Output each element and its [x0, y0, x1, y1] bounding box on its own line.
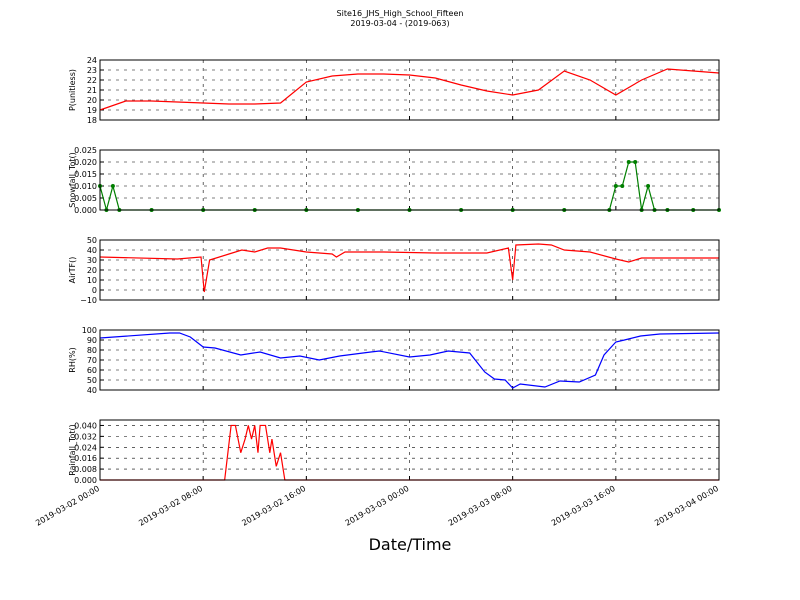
- y-tick-label: 22: [87, 76, 97, 85]
- y-tick-label: 90: [87, 336, 97, 345]
- x-tick-label: 2019-03-02 00:00: [34, 484, 101, 528]
- x-tick-label: 2019-03-04 00:00: [653, 484, 720, 528]
- y-tick-label: 0.032: [74, 432, 97, 441]
- y-tick-label: 0.000: [74, 206, 97, 215]
- y-tick-label: 21: [87, 86, 97, 95]
- y-axis-label: Rainfall_Tot(): [68, 424, 77, 476]
- y-tick-label: 40: [87, 386, 97, 395]
- y-axis-label: RH(%): [68, 347, 77, 372]
- axes-frame: [99, 419, 720, 481]
- y-tick-label: 0: [92, 286, 97, 295]
- data-line: [99, 243, 719, 293]
- y-tick-label: 18: [87, 116, 97, 125]
- data-point: [633, 160, 638, 164]
- y-tick-label: 0.000: [74, 476, 97, 485]
- y-axis-label: Snowfall_Tot(): [68, 152, 77, 208]
- y-tick-label: 70: [87, 356, 97, 365]
- y-tick-label: 0.025: [74, 146, 97, 155]
- y-tick-label: 24: [87, 56, 97, 65]
- data-line: [99, 161, 719, 213]
- figure-title: Site16_JHS_High_School_Fifteen: [337, 9, 464, 18]
- data-point: [620, 184, 625, 188]
- data-line: [99, 68, 720, 111]
- y-tick-label: −10: [80, 296, 97, 305]
- x-tick-label: 2019-03-02 16:00: [240, 484, 307, 528]
- axes-frame: [99, 59, 720, 121]
- data-point: [613, 184, 618, 188]
- data-point: [626, 160, 631, 164]
- y-tick-label: 0.015: [74, 170, 97, 179]
- y-tick-label: 0.016: [74, 454, 97, 463]
- axes-frame: [99, 149, 720, 211]
- y-tick-label: 10: [87, 276, 97, 285]
- data-line: [100, 424, 719, 481]
- y-tick-label: 19: [87, 106, 97, 115]
- x-tick-label: 2019-03-03 00:00: [344, 484, 411, 528]
- y-tick-label: 50: [87, 376, 97, 385]
- figure-subtitle: 2019-03-04 - (2019-063): [350, 19, 449, 28]
- y-tick-label: 0.040: [74, 421, 97, 430]
- y-tick-label: 50: [87, 236, 97, 245]
- y-tick-label: 23: [87, 66, 97, 75]
- y-tick-label: 20: [87, 266, 97, 275]
- y-tick-label: 40: [87, 246, 97, 255]
- y-tick-label: 30: [87, 256, 97, 265]
- axes-frame: [99, 329, 720, 391]
- x-tick-label: 2019-03-02 08:00: [137, 484, 204, 528]
- y-tick-label: 0.008: [74, 465, 97, 474]
- y-tick-label: 100: [82, 326, 97, 335]
- y-tick-label: 20: [87, 96, 97, 105]
- y-tick-label: 0.010: [74, 182, 97, 191]
- x-tick-label: 2019-03-03 08:00: [447, 484, 514, 528]
- y-tick-label: 0.005: [74, 194, 97, 203]
- y-tick-label: 0.024: [74, 443, 97, 452]
- y-axis-label: P(unitless): [68, 69, 77, 111]
- y-tick-label: 0.020: [74, 158, 97, 167]
- x-tick-label: 2019-03-03 16:00: [550, 484, 617, 528]
- x-axis-label: Date/Time: [369, 535, 452, 554]
- data-point: [646, 184, 651, 188]
- y-axis-label: AirTF(): [68, 257, 77, 284]
- y-tick-label: 60: [87, 366, 97, 375]
- data-point: [110, 184, 115, 188]
- axes-frame: [99, 239, 720, 301]
- y-tick-label: 80: [87, 346, 97, 355]
- data-line: [99, 332, 720, 389]
